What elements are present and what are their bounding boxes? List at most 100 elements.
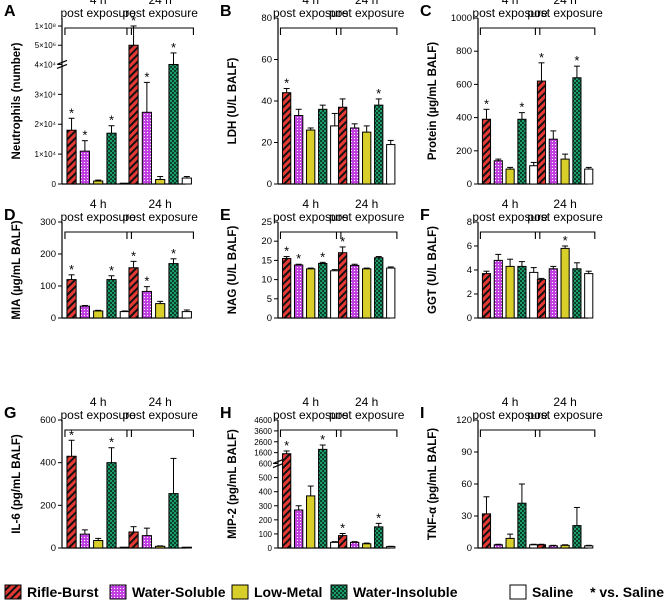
y-tick-label: 0 xyxy=(467,179,472,190)
group-label-line: post exposure xyxy=(60,6,136,20)
group-label: 24 h post exposure xyxy=(527,0,603,20)
significance-star: * xyxy=(284,438,289,453)
bar-low-metal xyxy=(560,247,570,319)
bar-rifle xyxy=(481,273,492,319)
group-label-line: 4 h xyxy=(90,0,107,7)
significance-star: * xyxy=(144,69,149,84)
bar-water-soluble xyxy=(141,111,152,185)
bar-rifle xyxy=(66,129,77,185)
bar-rifle xyxy=(337,106,348,185)
y-axis-label: Protein (µg/mL BALF) xyxy=(427,42,439,160)
bar-rifle xyxy=(481,118,492,185)
bar-rifle xyxy=(536,80,547,185)
y-axis-label: Neutrophils (number) xyxy=(11,42,23,159)
bar-water-soluble xyxy=(79,150,90,185)
bar-low-metal xyxy=(505,265,515,319)
group-label-line: post exposure xyxy=(329,210,405,224)
bar-saline xyxy=(119,546,130,549)
y-axis-label: TNF-α (pg/mL BALF) xyxy=(427,428,439,540)
bar-water-insoluble xyxy=(572,525,582,549)
group-bracket xyxy=(126,429,194,437)
group-bracket xyxy=(534,27,596,35)
y-tick-label: 2×10⁴ xyxy=(35,120,57,129)
group-label: 4 h post exposure xyxy=(273,197,349,224)
bar-rifle xyxy=(337,252,348,319)
legend-item: Rifle-Burst xyxy=(4,584,99,600)
bar-water-soluble xyxy=(350,127,360,185)
significance-star: * xyxy=(69,427,74,442)
y-axis-label: IL-6 (pg/mL BALF) xyxy=(11,434,23,534)
y-tick-label: 0 xyxy=(268,544,273,553)
bar-rifle xyxy=(281,453,292,549)
group-label: 4 h post exposure xyxy=(472,395,548,422)
y-axis-label: LDH (U/L BALF) xyxy=(227,58,239,145)
bar-water-insoluble xyxy=(374,526,384,549)
bar-saline xyxy=(181,546,192,549)
panels-group: A 0 1×10⁴ 2×10⁴ 3×10⁴ 4×10⁴ 5×10⁶ 1×10⁸ Neutroph… xyxy=(4,0,603,554)
bar-water-soluble xyxy=(79,533,90,549)
bar-saline xyxy=(181,177,192,185)
group-bracket xyxy=(64,429,132,437)
y-tick-label: 600 xyxy=(40,415,56,426)
y-tick-label: 1×10⁸ xyxy=(35,22,56,31)
panel-letter: E xyxy=(220,207,231,224)
bar-water-soluble xyxy=(548,545,558,549)
significance-star: * xyxy=(131,248,136,263)
bar-water-insoluble xyxy=(318,262,328,319)
group-bracket xyxy=(126,231,194,239)
group-label-line: 4 h xyxy=(90,395,107,409)
significance-star: * xyxy=(296,251,301,266)
panel-letter: B xyxy=(220,3,232,20)
legend-swatch xyxy=(509,584,527,600)
y-axis-label: GGT (U/L BALF) xyxy=(427,226,439,314)
group-label-line: post exposure xyxy=(122,210,198,224)
group-label: 24 h post exposure xyxy=(527,395,603,422)
bar-saline xyxy=(584,168,594,185)
bar-low-metal xyxy=(362,543,372,549)
group-label: 4 h post exposure xyxy=(60,197,136,224)
bar-low-metal xyxy=(306,129,316,185)
group-bracket xyxy=(479,429,541,437)
y-tick-label: 60 xyxy=(261,55,272,66)
bar-saline xyxy=(584,273,594,319)
bar-water-soluble xyxy=(294,264,304,319)
bar-saline xyxy=(529,271,539,319)
bar-saline xyxy=(386,144,396,185)
bar-water-insoluble xyxy=(168,493,179,549)
group-label-line: 24 h xyxy=(553,395,576,409)
bar-low-metal xyxy=(155,179,166,185)
y-tick-label: 5 xyxy=(267,294,272,305)
bar-saline xyxy=(330,270,340,319)
group-label-line: post exposure xyxy=(527,210,603,224)
significance-star: * xyxy=(109,113,114,128)
y-tick-label: 800 xyxy=(456,46,472,57)
group-label-line: post exposure xyxy=(273,210,349,224)
y-axis-label: MIA (µg/mL BALF) xyxy=(11,220,23,319)
y-tick-label: 4 xyxy=(467,265,472,276)
y-tick-label: 20 xyxy=(261,138,272,149)
group-label: 4 h post exposure xyxy=(472,197,548,224)
legend-swatch xyxy=(109,584,127,600)
bar-water-insoluble xyxy=(106,279,117,319)
y-tick-label: 400 xyxy=(456,113,472,124)
group-bracket xyxy=(335,231,398,239)
bar-rifle xyxy=(281,92,292,185)
significance-star: * xyxy=(109,435,114,450)
y-tick-label: 0 xyxy=(51,543,56,554)
bar-rifle xyxy=(481,513,492,549)
group-label-line: 24 h xyxy=(355,0,378,7)
group-label-line: post exposure xyxy=(472,210,548,224)
bar-low-metal xyxy=(93,540,104,549)
bar-saline xyxy=(181,311,192,319)
y-tick-label: 5×10⁶ xyxy=(35,41,56,50)
significance-star: * xyxy=(82,128,87,143)
y-tick-label: 100 xyxy=(259,530,273,539)
y-tick-label: 1600 xyxy=(254,449,272,458)
group-label-line: post exposure xyxy=(60,408,136,422)
panel-letter: F xyxy=(420,207,430,224)
y-tick-label: 600 xyxy=(259,460,273,469)
panel-letter: H xyxy=(220,405,232,422)
significance-star: * xyxy=(131,13,136,28)
